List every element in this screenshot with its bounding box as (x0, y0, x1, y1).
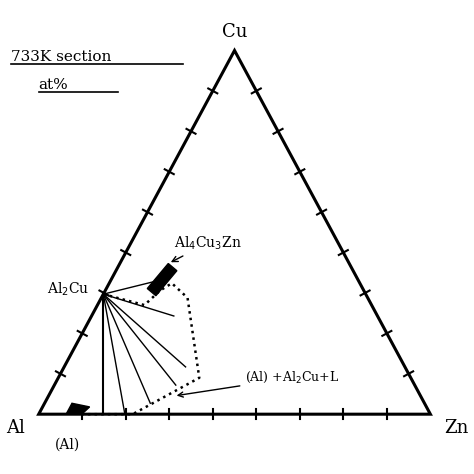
Text: 733K section: 733K section (11, 50, 111, 64)
Text: at%: at% (39, 79, 68, 92)
Polygon shape (66, 403, 90, 414)
Text: Al: Al (6, 419, 25, 437)
Text: Zn: Zn (444, 419, 469, 437)
Polygon shape (147, 264, 177, 296)
Text: Cu: Cu (222, 23, 247, 41)
Text: (Al): (Al) (55, 438, 80, 452)
Text: Al$_2$Cu: Al$_2$Cu (47, 281, 89, 298)
Text: Al$_4$Cu$_3$Zn: Al$_4$Cu$_3$Zn (172, 235, 242, 262)
Text: (Al) +Al$_2$Cu+L: (Al) +Al$_2$Cu+L (178, 370, 340, 397)
